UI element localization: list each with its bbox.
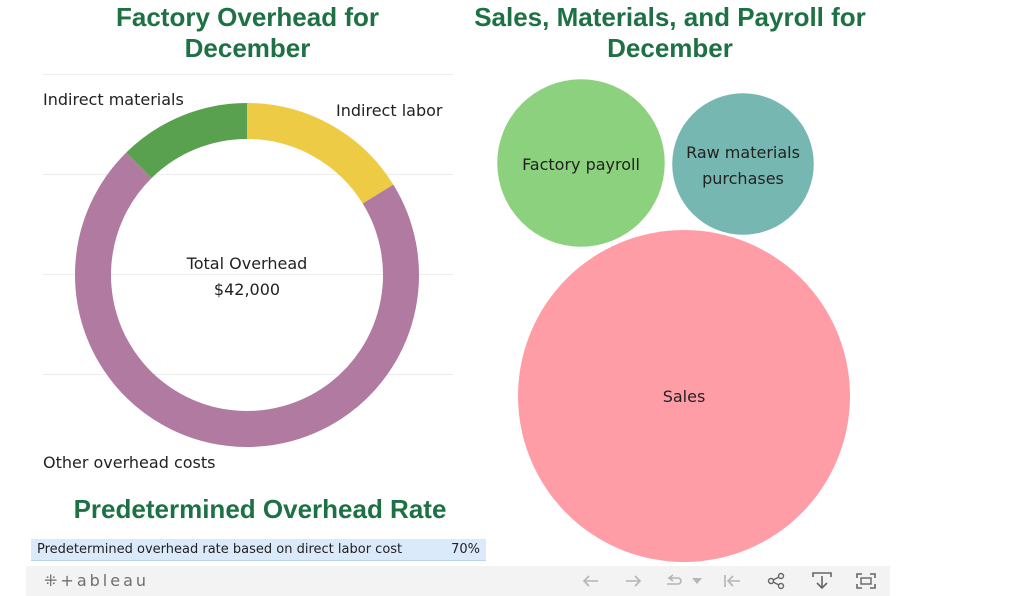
tableau-toolbar: ⁜+ableau xyxy=(26,566,890,596)
gridline xyxy=(43,174,453,175)
rate-label: Predetermined overhead rate based on dir… xyxy=(37,542,403,557)
rate-table-row: Predetermined overhead rate based on dir… xyxy=(31,539,486,561)
overhead-donut-chart: Total Overhead $42,000 xyxy=(75,103,419,447)
bubble-label-raw-1: Raw materials xyxy=(686,143,800,162)
bubble-raw-materials-purchases[interactable] xyxy=(672,93,814,235)
download-icon[interactable] xyxy=(808,569,836,593)
label-indirect-labor: Indirect labor xyxy=(336,101,443,120)
bubble-chart-title: Sales, Materials, and Payroll for Decemb… xyxy=(474,2,866,63)
bubble-label-payroll: Factory payroll xyxy=(522,155,640,174)
redo-icon[interactable] xyxy=(620,569,648,593)
donut-center-title: Total Overhead xyxy=(186,254,308,273)
dropdown-icon[interactable] xyxy=(688,569,706,593)
revert-icon[interactable] xyxy=(660,569,688,593)
bubble-label-sales: Sales xyxy=(663,387,706,406)
rate-title: Predetermined Overhead Rate xyxy=(73,494,447,524)
label-indirect-materials: Indirect materials xyxy=(43,90,184,109)
packed-bubble-chart: Factory payroll Raw materials purchases … xyxy=(497,79,850,562)
donut-segment-indirect-labor[interactable] xyxy=(246,103,394,204)
donut-chart-title: Factory Overhead for December xyxy=(116,2,379,63)
fullscreen-icon[interactable] xyxy=(852,569,880,593)
gridline xyxy=(43,274,453,275)
bubble-factory-payroll[interactable] xyxy=(497,79,665,247)
undo-icon[interactable] xyxy=(576,569,604,593)
gridline xyxy=(43,74,453,75)
tableau-logo[interactable]: ⁜+ableau xyxy=(44,571,150,590)
share-icon[interactable] xyxy=(762,569,790,593)
gridline xyxy=(43,374,453,375)
donut-segment-indirect-materials[interactable] xyxy=(126,103,248,179)
rate-value: 70% xyxy=(451,542,480,557)
bubble-label-raw-2: purchases xyxy=(702,169,784,188)
donut-segment-other-overhead-costs[interactable] xyxy=(75,152,419,447)
label-other-overhead: Other overhead costs xyxy=(43,453,216,472)
reset-icon[interactable] xyxy=(718,569,746,593)
donut-center-total: $42,000 xyxy=(214,280,280,299)
bubble-sales[interactable] xyxy=(518,230,850,562)
